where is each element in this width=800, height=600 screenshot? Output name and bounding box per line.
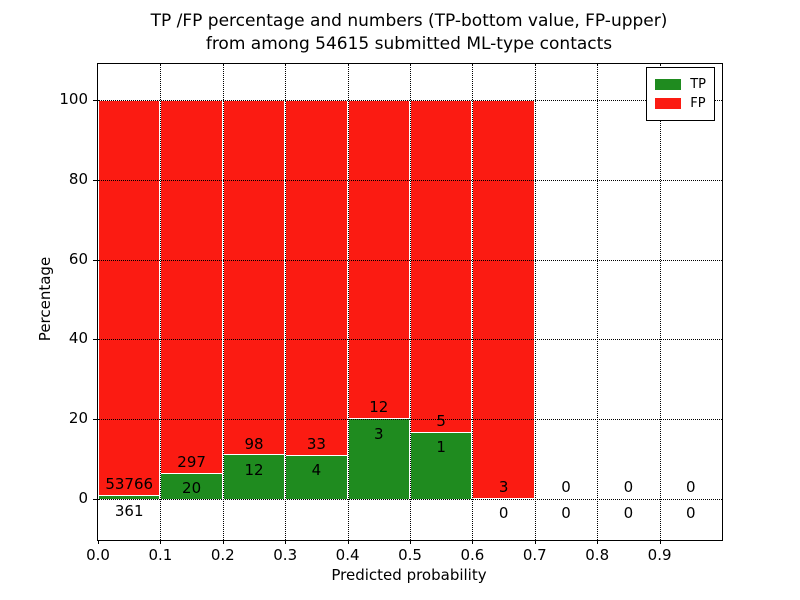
v-gridline: [659, 64, 661, 540]
v-gridline: [160, 64, 162, 540]
x-tick-label: 0.7: [522, 546, 547, 564]
bar-label-fp: 0: [561, 478, 571, 497]
bar-segment-fp: [222, 100, 286, 456]
bar-label-tp: 0: [623, 504, 634, 523]
v-gridline: [410, 64, 411, 540]
y-tick-label: 100: [59, 90, 88, 109]
x-tick-label: 0.8: [585, 546, 610, 564]
chart-title: TP /FP percentage and numbers (TP-bottom…: [97, 10, 721, 56]
x-tick-label: 0.6: [460, 546, 485, 564]
y-tick-mark: [93, 419, 97, 421]
x-tick-mark: [222, 540, 224, 544]
y-tick-label: 20: [68, 409, 88, 428]
bar-label-fp: 98: [244, 434, 264, 453]
chart-title-line1: TP /FP percentage and numbers (TP-bottom…: [150, 11, 668, 31]
y-tick-label: 60: [68, 249, 88, 268]
x-axis-label: Predicted probability: [331, 566, 487, 584]
bar-segment-tp: [98, 496, 161, 499]
x-tick-mark: [285, 540, 287, 544]
legend-label-tp: TP: [690, 77, 706, 92]
x-tick-mark: [98, 540, 99, 544]
v-gridline: [347, 64, 349, 540]
legend-item-tp: TP: [655, 76, 706, 93]
chart-title-line2: from among 54615 submitted ML-type conta…: [205, 34, 613, 54]
x-tick-label: 0.9: [647, 546, 672, 564]
bar-label-fp: 0: [623, 478, 634, 497]
x-tick-label: 0.3: [273, 546, 298, 564]
x-tick-mark: [534, 540, 536, 544]
bar-label-tp: 0: [561, 504, 571, 523]
v-gridline: [285, 64, 287, 540]
x-tick-label: 0.4: [335, 546, 360, 564]
legend-swatch-fp-icon: [655, 98, 682, 109]
bar-segment-fp: [285, 100, 348, 456]
y-tick-label: 0: [78, 489, 88, 508]
y-axis-label: Percentage: [36, 256, 54, 342]
x-tick-label: 0.1: [148, 546, 173, 564]
bar-label-tp: 361: [114, 501, 144, 520]
bar-label-tp: 20: [182, 479, 202, 498]
legend: TP FP: [646, 67, 715, 121]
v-gridline: [597, 64, 599, 540]
x-tick-mark: [659, 540, 661, 544]
bar-segment-tp: [347, 419, 410, 499]
bar-label-fp: 3: [498, 478, 509, 497]
bar-label-tp: 12: [244, 460, 264, 479]
bar-segment-fp: [410, 100, 473, 433]
bar-label-tp: 1: [436, 437, 446, 456]
y-tick-mark: [93, 100, 97, 101]
bar-label-fp: 53766: [105, 475, 154, 494]
x-tick-mark: [160, 540, 162, 544]
y-tick-mark: [93, 499, 97, 500]
bar-segment-tp: [285, 455, 348, 499]
bar-label-fp: 12: [369, 398, 389, 417]
v-gridline: [222, 64, 224, 540]
bar-label-tp: 0: [686, 504, 696, 523]
legend-item-fp: FP: [655, 95, 706, 112]
v-gridline: [534, 64, 536, 540]
bar-label-fp: 297: [177, 452, 206, 471]
bar-label-fp: 33: [306, 434, 326, 453]
legend-swatch-tp-icon: [655, 79, 682, 90]
y-tick-mark: [93, 339, 97, 341]
y-tick-mark: [93, 259, 97, 261]
x-tick-mark: [472, 540, 474, 544]
bar-label-tp: 3: [374, 424, 384, 443]
x-tick-mark: [597, 540, 599, 544]
x-tick-mark: [410, 540, 411, 544]
x-tick-label: 0.5: [398, 546, 422, 564]
bar-segment-fp: [98, 100, 161, 497]
legend-label-fp: FP: [690, 96, 706, 111]
bar-segment-fp: [472, 100, 535, 499]
y-tick-label: 40: [68, 329, 88, 348]
y-tick-label: 80: [68, 169, 88, 188]
plot-area: TP FP 0 20 40 60 80 100 0.0 0.1 0.2 0.3 0.4 0.5 0.6 0…: [59, 63, 723, 564]
x-tick-label: 0.0: [86, 546, 110, 564]
bar-segment-fp: [160, 100, 223, 474]
bar-label-fp: 5: [436, 411, 446, 430]
bar-label-fp: 0: [686, 478, 696, 497]
y-tick-mark: [93, 179, 97, 181]
x-tick-label: 0.2: [210, 546, 235, 564]
bar-label-tp: 0: [498, 504, 509, 523]
v-gridline: [472, 64, 474, 540]
x-tick-mark: [347, 540, 349, 544]
bar-label-tp: 4: [311, 461, 322, 480]
